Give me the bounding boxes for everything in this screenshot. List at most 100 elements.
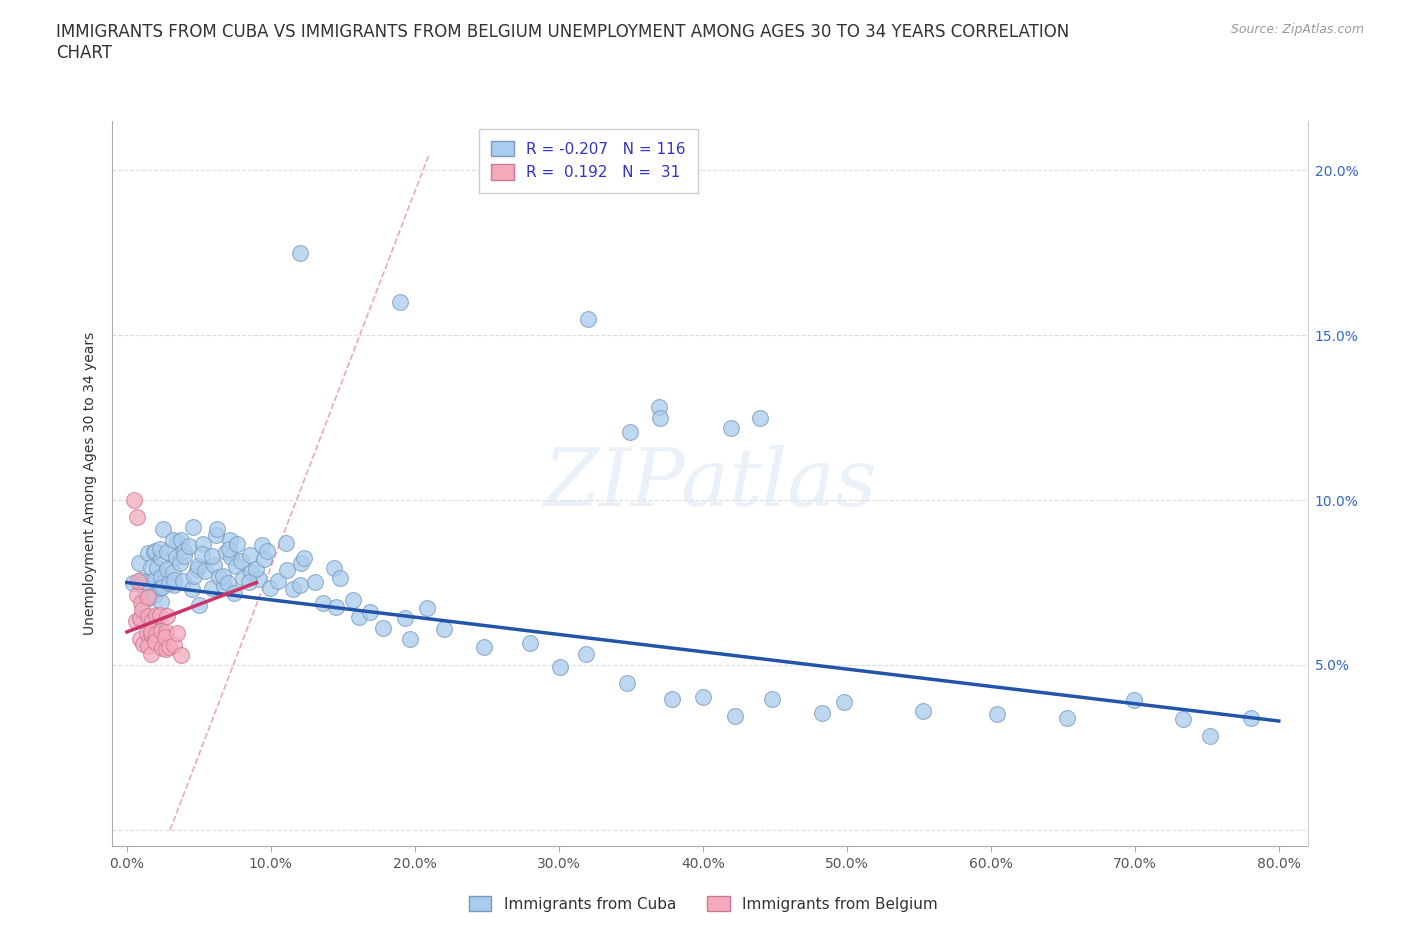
Point — [181, 581, 204, 596]
Point — [143, 634, 166, 649]
Point — [342, 592, 364, 607]
Point — [155, 642, 177, 657]
Point — [389, 295, 412, 310]
Point — [129, 595, 152, 610]
Point — [162, 533, 184, 548]
Point — [259, 580, 281, 595]
Point — [212, 578, 235, 593]
Point — [276, 536, 298, 551]
Point — [325, 600, 347, 615]
Point — [149, 580, 172, 595]
Point — [150, 594, 173, 609]
Point — [349, 609, 371, 624]
Point — [134, 575, 156, 590]
Point — [986, 707, 1008, 722]
Point — [128, 611, 150, 626]
Point — [129, 577, 152, 591]
Point — [129, 631, 152, 646]
Point — [166, 626, 188, 641]
Point — [222, 585, 245, 600]
Point — [329, 570, 352, 585]
Point — [145, 588, 167, 603]
Point — [170, 533, 193, 548]
Point — [219, 549, 242, 564]
Point — [131, 603, 153, 618]
Point — [159, 639, 181, 654]
Point — [648, 410, 671, 425]
Point — [229, 553, 252, 568]
Point — [136, 626, 159, 641]
Point — [183, 568, 205, 583]
Point — [162, 565, 184, 579]
Y-axis label: Unemployment Among Ages 30 to 34 years: Unemployment Among Ages 30 to 34 years — [83, 332, 97, 635]
Point — [163, 573, 186, 588]
Point — [281, 582, 304, 597]
Point — [127, 573, 149, 588]
Point — [226, 537, 249, 551]
Point — [519, 635, 541, 650]
Point — [150, 579, 173, 594]
Point — [232, 571, 254, 586]
Point — [143, 544, 166, 559]
Point — [245, 562, 267, 577]
Point — [201, 580, 224, 595]
Point — [165, 550, 187, 565]
Point — [266, 573, 288, 588]
Point — [150, 569, 173, 584]
Point — [122, 576, 145, 591]
Point — [177, 538, 200, 553]
Text: Source: ZipAtlas.com: Source: ZipAtlas.com — [1230, 23, 1364, 36]
Point — [359, 604, 381, 619]
Point — [139, 623, 162, 638]
Point — [146, 560, 169, 575]
Point — [143, 633, 166, 648]
Point — [290, 555, 312, 570]
Point — [134, 590, 156, 604]
Point — [141, 614, 163, 629]
Point — [125, 509, 148, 524]
Point — [749, 410, 772, 425]
Point — [1123, 692, 1146, 707]
Point — [125, 588, 148, 603]
Point — [288, 578, 311, 592]
Point — [1056, 711, 1078, 725]
Point — [139, 646, 162, 661]
Text: ZIPatlas: ZIPatlas — [543, 445, 877, 523]
Point — [143, 572, 166, 587]
Point — [394, 610, 416, 625]
Point — [139, 627, 162, 642]
Point — [811, 706, 834, 721]
Point — [163, 637, 186, 652]
Point — [191, 536, 214, 551]
Point — [205, 527, 228, 542]
Point — [276, 563, 298, 578]
Point — [156, 544, 179, 559]
Point — [128, 555, 150, 570]
Point — [312, 596, 335, 611]
Point — [211, 569, 233, 584]
Point — [149, 551, 172, 565]
Point — [253, 551, 276, 566]
Point — [256, 543, 278, 558]
Point — [173, 544, 195, 559]
Legend: R = -0.207   N = 116, R =  0.192   N =  31: R = -0.207 N = 116, R = 0.192 N = 31 — [478, 128, 697, 193]
Point — [208, 569, 231, 584]
Point — [834, 695, 856, 710]
Point — [472, 640, 495, 655]
Point — [149, 541, 172, 556]
Point — [619, 424, 641, 439]
Point — [186, 562, 208, 577]
Point — [155, 625, 177, 640]
Point — [173, 549, 195, 564]
Point — [433, 621, 456, 636]
Point — [304, 574, 326, 589]
Point — [416, 601, 439, 616]
Point — [136, 608, 159, 623]
Point — [188, 598, 211, 613]
Point — [201, 549, 224, 564]
Point — [247, 571, 270, 586]
Point — [1199, 729, 1222, 744]
Legend: Immigrants from Cuba, Immigrants from Belgium: Immigrants from Cuba, Immigrants from Be… — [463, 889, 943, 918]
Point — [149, 624, 172, 639]
Point — [145, 626, 167, 641]
